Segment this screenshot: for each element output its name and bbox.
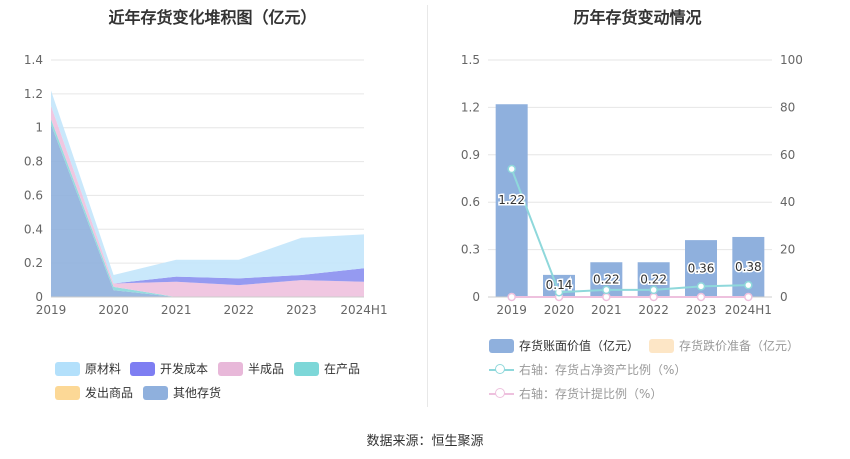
- x-tick-label: 2020: [544, 303, 575, 317]
- right-chart-panel: 历年存货变动情况 0 0 0.3 20 0.6 40 0.9 60 1.2 80 1.5 100 1.2…: [425, 0, 850, 459]
- legend-swatch: [130, 361, 155, 376]
- line-point: [602, 292, 611, 302]
- legend-label: 开发成本: [160, 362, 209, 376]
- legend-item[interactable]: 发出商品: [55, 384, 133, 401]
- bar-data-label: 0.14: [546, 278, 573, 292]
- legend-item[interactable]: 右轴：存货计提比例（%）: [489, 385, 662, 402]
- bar: [495, 104, 528, 298]
- x-tick-label: 2024H1: [340, 303, 387, 317]
- bar-data-label: 0.22: [593, 273, 620, 287]
- x-tick-label: 2023: [686, 303, 717, 317]
- legend-swatch: [294, 361, 319, 376]
- legend-swatch: [649, 338, 674, 353]
- x-tick-label: 2023: [286, 303, 317, 317]
- bar-line-combo-chart: 0 0 0.3 20 0.6 40 0.9 60 1.2 80 1.5 100 1.22 0.14 0.22…: [461, 53, 803, 317]
- y-right-tick-label: 60: [780, 148, 795, 162]
- y-tick-label: 1: [35, 121, 43, 135]
- line-point: [602, 285, 611, 295]
- x-tick-label: 2020: [98, 303, 129, 317]
- y-tick-label: 0: [35, 290, 43, 304]
- legend-item[interactable]: 半成品: [218, 360, 284, 377]
- legend-swatch: [489, 338, 514, 353]
- legend-item[interactable]: 原材料: [55, 360, 121, 377]
- left-chart-panel: 近年存货变化堆积图（亿元） 0 0.2 0.4 0.6 0.8 1 1.2 1.4 2019 20…: [24, 8, 388, 401]
- y-tick-label: 1.2: [24, 87, 43, 101]
- line-point: [507, 164, 516, 174]
- y-left-tick-label: 0.9: [461, 148, 480, 162]
- y-tick-label: 0.2: [24, 256, 43, 270]
- y-tick-label: 1.4: [24, 53, 43, 67]
- y-tick-label: 0.6: [24, 188, 43, 202]
- legend-label: 原材料: [85, 362, 122, 376]
- y-tick-label: 0.8: [24, 155, 43, 169]
- y-right-tick-label: 80: [780, 100, 795, 114]
- line-point: [744, 280, 753, 290]
- y-tick-label: 0.4: [24, 222, 43, 236]
- line-point: [554, 288, 564, 297]
- y-left-tick-label: 0: [472, 290, 480, 304]
- x-tick-label: 2019: [496, 303, 527, 317]
- line-point: [507, 292, 516, 302]
- line-point: [744, 292, 753, 302]
- legend-swatch: [218, 361, 243, 376]
- x-tick-label: 2024H1: [725, 303, 772, 317]
- legend-item[interactable]: 存货跌价准备（亿元）: [649, 337, 799, 354]
- y-right-tick-label: 100: [780, 53, 803, 67]
- legend-label: 右轴：存货占净资产比例（%）: [519, 363, 687, 377]
- y-left-tick-label: 0.3: [461, 243, 480, 257]
- legend-label: 存货账面价值（亿元）: [519, 339, 640, 353]
- area-series-其他存货: [51, 124, 364, 297]
- left-chart-title: 近年存货变化堆积图（亿元）: [108, 8, 317, 27]
- legend-label: 右轴：存货计提比例（%）: [519, 387, 663, 401]
- line-point: [696, 292, 706, 302]
- panel-divider: [427, 5, 428, 407]
- legend-label: 其他存货: [173, 386, 222, 400]
- legend-swatch: [55, 385, 80, 400]
- legend-swatch: [55, 361, 80, 376]
- data-source-note: 数据来源：恒生聚源: [366, 434, 484, 449]
- legend-item[interactable]: 存货账面价值（亿元）: [489, 337, 639, 354]
- y-right-tick-label: 20: [780, 243, 795, 257]
- area-series-原材料: [51, 90, 364, 284]
- legend-item[interactable]: 右轴：存货占净资产比例（%）: [489, 361, 686, 378]
- legend-item[interactable]: 在产品: [294, 360, 360, 377]
- legend-swatch: [489, 387, 514, 401]
- legend-label: 存货跌价准备（亿元）: [679, 339, 800, 353]
- legend-label: 在产品: [324, 362, 361, 376]
- stacked-area-chart: 0 0.2 0.4 0.6 0.8 1 1.2 1.4 2019 2020 2021 2022 2023…: [24, 53, 388, 317]
- x-tick-label: 2019: [36, 303, 67, 317]
- x-tick-label: 2022: [224, 303, 255, 317]
- x-tick-label: 2021: [591, 303, 622, 317]
- legend-swatch: [489, 363, 514, 377]
- x-tick-label: 2021: [161, 303, 192, 317]
- legend-label: 发出商品: [85, 386, 134, 400]
- y-left-tick-label: 1.5: [461, 53, 480, 67]
- y-left-tick-label: 0.6: [461, 195, 480, 209]
- bar-data-label: 0.38: [735, 260, 762, 274]
- line-point: [649, 285, 658, 295]
- legend-swatch: [143, 385, 168, 400]
- right-chart-title: 历年存货变动情况: [573, 8, 702, 27]
- legend-item[interactable]: 其他存货: [143, 384, 221, 401]
- x-tick-label: 2022: [638, 303, 669, 317]
- line-series-net-asset-ratio: [510, 168, 749, 294]
- line-point: [649, 292, 658, 302]
- legend-label: 半成品: [248, 362, 285, 376]
- bar-data-label: 0.22: [640, 273, 667, 287]
- legend-item[interactable]: 开发成本: [130, 360, 208, 377]
- bar-data-label: 0.36: [688, 262, 715, 276]
- y-right-tick-label: 0: [780, 290, 788, 304]
- y-right-tick-label: 40: [780, 195, 795, 209]
- line-point: [696, 282, 706, 291]
- y-left-tick-label: 1.2: [461, 100, 480, 114]
- bar-data-label: 1.22: [498, 193, 525, 207]
